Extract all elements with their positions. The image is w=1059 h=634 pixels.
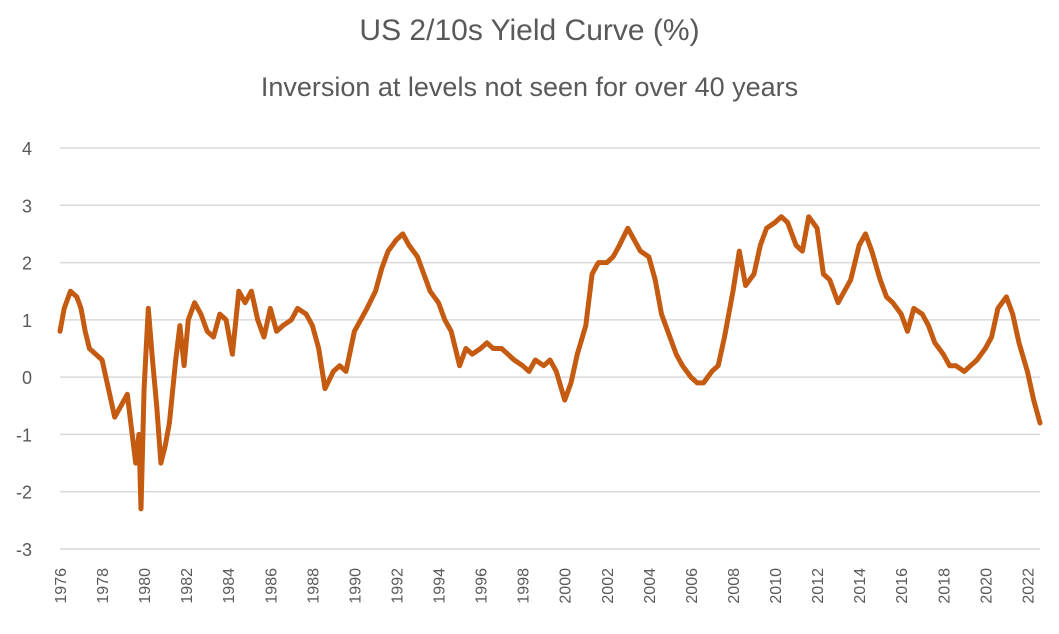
y-tick-label: -1 bbox=[16, 425, 32, 445]
x-tick-label: 2016 bbox=[894, 568, 911, 604]
x-tick-label: 2004 bbox=[642, 568, 659, 604]
chart-subtitle: Inversion at levels not seen for over 40… bbox=[260, 72, 799, 102]
y-tick-label: 2 bbox=[22, 254, 32, 274]
x-tick-label: 1998 bbox=[516, 568, 533, 604]
x-tick-label: 2020 bbox=[978, 568, 995, 604]
y-tick-label: 3 bbox=[22, 196, 32, 216]
x-tick-label: 2010 bbox=[768, 568, 785, 604]
x-tick-label: 2006 bbox=[684, 568, 701, 604]
x-tick-label: 2014 bbox=[852, 568, 869, 604]
y-tick-label: -2 bbox=[16, 483, 32, 503]
gridlines bbox=[60, 147, 1040, 550]
y-tick-label: 4 bbox=[22, 139, 32, 159]
y-tick-label: 0 bbox=[22, 368, 32, 388]
x-tick-label: 1988 bbox=[305, 568, 322, 604]
x-tick-label: 1992 bbox=[389, 568, 406, 604]
y-tick-label: 1 bbox=[22, 311, 32, 331]
x-tick-label: 2018 bbox=[936, 568, 953, 604]
x-tick-label: 2002 bbox=[600, 568, 617, 604]
x-tick-label: 2022 bbox=[1020, 568, 1037, 604]
x-tick-label: 2012 bbox=[810, 568, 827, 604]
x-tick-label: 1982 bbox=[179, 568, 196, 604]
series-line bbox=[57, 214, 1043, 512]
y-tick-label: -3 bbox=[16, 540, 32, 560]
x-tick-label: 1986 bbox=[263, 568, 280, 604]
x-tick-label: 1996 bbox=[474, 568, 491, 604]
x-tick-label: 1976 bbox=[53, 568, 70, 604]
series-group bbox=[57, 214, 1043, 512]
x-tick-label: 1978 bbox=[95, 568, 112, 604]
x-tick-label: 1994 bbox=[432, 568, 449, 604]
chart-title: US 2/10s Yield Curve (%) bbox=[359, 14, 700, 47]
x-tick-label: 2008 bbox=[726, 568, 743, 604]
x-tick-label: 1990 bbox=[347, 568, 364, 604]
x-axis-ticks: 1976 1978 1980 1982 1984 1986 1988 1990 1992 1994… bbox=[53, 568, 1037, 604]
x-tick-label: 1984 bbox=[221, 568, 238, 604]
y-axis-ticks: -3 -2 -1 0 1 2 3 4 bbox=[16, 139, 32, 560]
x-tick-label: 2000 bbox=[558, 568, 575, 604]
x-tick-label: 1980 bbox=[137, 568, 154, 604]
